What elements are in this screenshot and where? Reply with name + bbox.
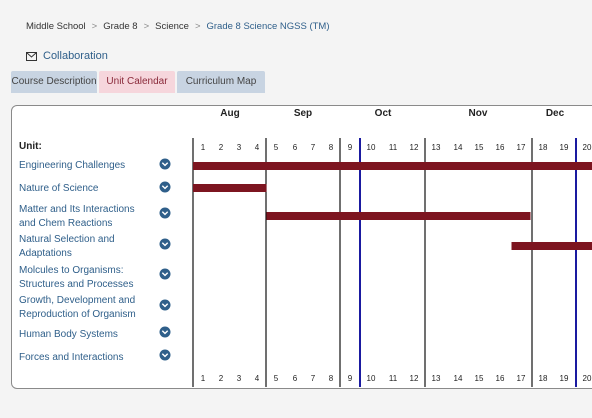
week-number-top: 13 (431, 143, 441, 152)
week-number-top: 2 (218, 143, 224, 152)
chevron-down-icon[interactable] (159, 157, 171, 170)
week-number-bottom: 14 (453, 374, 463, 383)
unit-nature-of-science[interactable]: Nature of Science (19, 183, 99, 194)
week-number-bottom: 19 (559, 374, 569, 383)
unit-growth-development[interactable]: Growth, Development and Reproduction of … (19, 295, 136, 320)
week-number-bottom: 8 (328, 374, 334, 383)
week-number-bottom: 13 (431, 374, 441, 383)
week-number-top: 4 (254, 143, 260, 152)
week-number-bottom: 5 (273, 374, 279, 383)
calendar-panel (11, 105, 592, 389)
week-number-bottom: 7 (310, 374, 316, 383)
breadcrumb-separator: > (143, 21, 150, 32)
week-number-bottom: 15 (474, 374, 484, 383)
tab-course-description[interactable]: Course Description (11, 71, 97, 93)
chevron-down-icon[interactable] (159, 180, 171, 193)
week-number-top: 15 (474, 143, 484, 152)
week-number-bottom: 2 (218, 374, 224, 383)
week-number-bottom: 17 (516, 374, 526, 383)
week-number-bottom: 16 (495, 374, 505, 383)
month-sep: Sep (293, 108, 313, 119)
week-number-top: 16 (495, 143, 505, 152)
tab-unit-calendar[interactable]: Unit Calendar (99, 71, 175, 93)
breadcrumb-item-grade-8[interactable]: Grade 8 (103, 21, 138, 32)
chevron-down-icon[interactable] (159, 325, 171, 338)
week-number-bottom: 9 (347, 374, 353, 383)
unit-bar[interactable] (193, 162, 592, 170)
week-number-top: 14 (453, 143, 463, 152)
tab-bar: Course Description Unit Calendar Curricu… (11, 71, 265, 93)
breadcrumb-item-science[interactable]: Science (155, 21, 189, 32)
week-number-bottom: 12 (409, 374, 419, 383)
unit-forces-interactions[interactable]: Forces and Interactions (19, 352, 124, 363)
week-number-top: 12 (409, 143, 419, 152)
unit-natural-selection[interactable]: Natural Selection and Adaptations (19, 234, 115, 259)
week-number-top: 18 (538, 143, 548, 152)
week-number-top: 1 (200, 143, 206, 152)
month-aug: Aug (220, 108, 240, 119)
unit-molecules-to-organisms[interactable]: Molcules to Organisms: Structures and Pr… (19, 265, 134, 290)
collaboration-label: Collaboration (43, 50, 108, 62)
week-number-top: 6 (292, 143, 298, 152)
week-number-bottom: 10 (366, 374, 376, 383)
week-number-bottom: 18 (538, 374, 548, 383)
week-number-top: 7 (310, 143, 316, 152)
week-number-top: 9 (347, 143, 353, 152)
breadcrumb: Middle School > Grade 8 > Science > Grade 8 Sc… (26, 21, 330, 32)
week-number-top: 5 (273, 143, 279, 152)
week-number-top: 20 (582, 143, 592, 152)
envelope-icon (26, 51, 37, 61)
chevron-down-icon[interactable] (159, 237, 171, 250)
week-number-bottom: 20 (582, 374, 592, 383)
chevron-down-icon[interactable] (159, 348, 171, 361)
breadcrumb-item-middle-school[interactable]: Middle School (26, 21, 86, 32)
chevron-down-icon[interactable] (159, 206, 171, 219)
unit-bar[interactable] (266, 212, 531, 220)
month-dec: Dec (545, 108, 565, 119)
unit-column-header: Unit: (19, 141, 42, 152)
week-number-bottom: 11 (388, 374, 398, 383)
breadcrumb-separator: > (91, 21, 98, 32)
week-number-bottom: 3 (236, 374, 242, 383)
week-number-top: 17 (516, 143, 526, 152)
tab-curriculum-map[interactable]: Curriculum Map (177, 71, 265, 93)
week-number-top: 8 (328, 143, 334, 152)
unit-engineering-challenges[interactable]: Engineering Challenges (19, 160, 126, 171)
unit-bar[interactable] (511, 242, 592, 250)
breadcrumb-separator: > (194, 21, 201, 32)
unit-human-body-systems[interactable]: Human Body Systems (19, 329, 118, 340)
week-number-bottom: 6 (292, 374, 298, 383)
chevron-down-icon[interactable] (159, 267, 171, 280)
week-number-top: 3 (236, 143, 242, 152)
week-number-top: 19 (559, 143, 569, 152)
month-oct: Oct (374, 108, 392, 119)
unit-matter-interactions[interactable]: Matter and Its Interactions and Chem Rea… (19, 204, 135, 229)
breadcrumb-current[interactable]: Grade 8 Science NGSS (TM) (206, 21, 330, 32)
week-number-bottom: 4 (254, 374, 260, 383)
unit-bar[interactable] (193, 184, 267, 192)
month-nov: Nov (468, 108, 488, 119)
collaboration-link[interactable]: Collaboration (26, 50, 108, 62)
chevron-down-icon[interactable] (159, 298, 171, 311)
week-number-top: 10 (366, 143, 376, 152)
week-number-top: 11 (388, 143, 398, 152)
week-number-bottom: 1 (200, 374, 206, 383)
